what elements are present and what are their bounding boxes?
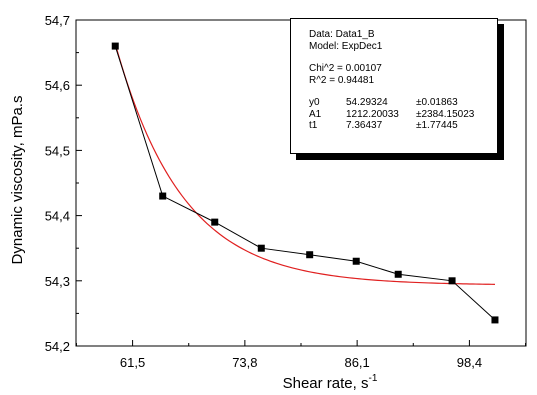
- data-point: [306, 251, 314, 259]
- x-axis: 61,5 73,8 86,1 98,4: [75, 340, 527, 370]
- data-point: [448, 277, 456, 285]
- data-point: [111, 42, 119, 50]
- y-tick-label: 54,3: [45, 274, 70, 289]
- fit-param-name: A1: [309, 108, 322, 120]
- fit-model-label: Model: ExpDec1: [309, 40, 383, 52]
- fit-chi-square: Chi^2 = 0.00107: [309, 63, 382, 74]
- fit-param-error: ±1.77445: [416, 120, 458, 131]
- fit-results-box: Data: Data1_B Model: ExpDec1 Chi^2 = 0.0…: [290, 18, 498, 154]
- x-tick-label: 61,5: [120, 355, 145, 370]
- fit-curve: [114, 43, 495, 285]
- y-tick-label: 54,7: [45, 13, 70, 28]
- x-axis-title-superscript: -1: [368, 373, 377, 384]
- data-point: [159, 192, 167, 200]
- x-tick-label: 73,8: [232, 355, 257, 370]
- fit-param-name: y0: [309, 97, 320, 108]
- y-tick-label: 54,2: [45, 339, 70, 354]
- y-axis-title: Dynamic viscosity, mPa.s: [9, 96, 26, 265]
- fit-r-square: R^2 = 0.94481: [309, 74, 375, 86]
- fit-param-value: 1212.20033: [346, 108, 399, 120]
- data-point: [394, 270, 402, 278]
- x-tick-label: 98,4: [457, 355, 482, 370]
- y-tick-label: 54,4: [45, 209, 70, 224]
- y-tick-label: 54,5: [45, 143, 70, 158]
- y-axis: 54,2 54,3 54,4 54,5 54,6 54,7: [45, 13, 82, 354]
- x-axis-title: Shear rate, s-1: [283, 373, 378, 392]
- fit-param-error: ±0.01863: [416, 97, 458, 108]
- data-point: [352, 257, 360, 265]
- data-series-layer: [111, 42, 499, 324]
- data-point: [257, 244, 265, 252]
- x-tick-label: 86,1: [344, 355, 369, 370]
- fit-param-row: A1 1212.20033 ±2384.15023: [309, 109, 497, 121]
- fit-data-label: Data: Data1_B: [309, 29, 375, 40]
- fit-param-row: y0 54.29324 ±0.01863: [309, 97, 497, 109]
- data-point: [491, 316, 499, 324]
- data-point: [211, 218, 219, 226]
- fit-param-row: t1 7.36437 ±1.77445: [309, 120, 497, 132]
- fit-param-value: 7.36437: [346, 120, 383, 131]
- fit-param-error: ±2384.15023: [416, 108, 475, 120]
- y-tick-label: 54,6: [45, 78, 70, 93]
- fit-curve-layer: [114, 43, 495, 285]
- fit-param-name: t1: [309, 120, 318, 131]
- fit-param-value: 54.29324: [346, 97, 388, 108]
